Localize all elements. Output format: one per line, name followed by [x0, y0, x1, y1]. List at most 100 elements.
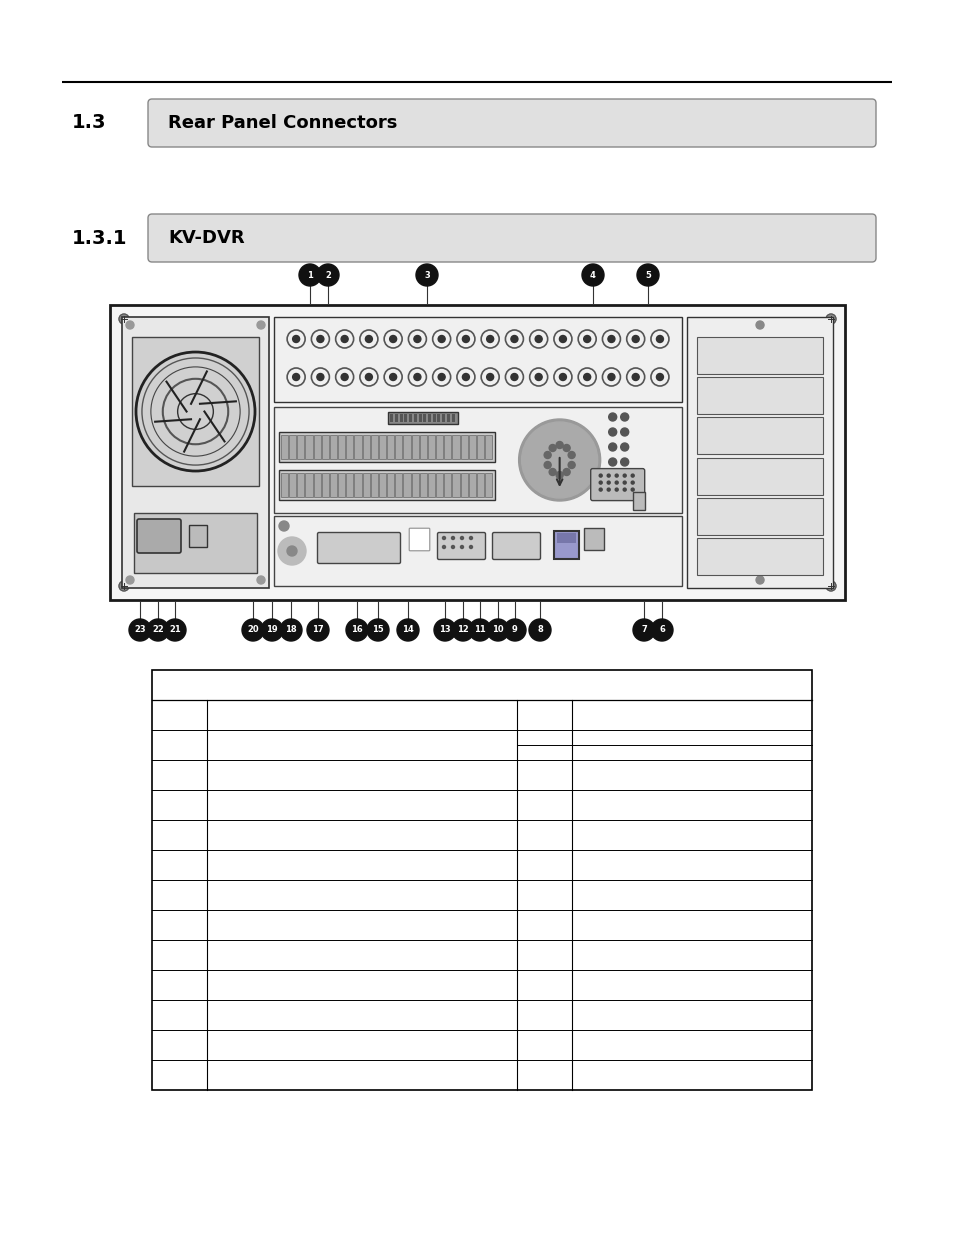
Circle shape — [242, 619, 264, 641]
Circle shape — [256, 321, 265, 329]
Circle shape — [414, 373, 420, 380]
Bar — [371, 473, 377, 496]
Circle shape — [535, 373, 541, 380]
Circle shape — [608, 458, 616, 466]
Bar — [697, 377, 822, 414]
Circle shape — [126, 321, 133, 329]
Circle shape — [119, 580, 129, 592]
Bar — [395, 414, 397, 422]
Circle shape — [126, 576, 133, 584]
Bar — [452, 435, 459, 459]
Bar — [330, 435, 336, 459]
Circle shape — [341, 336, 348, 342]
Bar — [485, 435, 492, 459]
Circle shape — [549, 445, 556, 452]
Bar — [468, 435, 476, 459]
Bar — [428, 414, 431, 422]
Bar — [387, 435, 394, 459]
Text: 20: 20 — [247, 625, 258, 635]
Text: 22: 22 — [152, 625, 164, 635]
Circle shape — [341, 373, 348, 380]
Bar — [321, 435, 329, 459]
Text: 15: 15 — [372, 625, 383, 635]
FancyBboxPatch shape — [437, 532, 485, 559]
Circle shape — [460, 536, 463, 540]
Circle shape — [486, 336, 493, 342]
Circle shape — [486, 619, 509, 641]
Circle shape — [606, 482, 610, 484]
Circle shape — [606, 488, 610, 492]
Bar — [557, 534, 576, 543]
Circle shape — [620, 412, 628, 421]
Text: 1: 1 — [307, 270, 313, 279]
Circle shape — [631, 482, 634, 484]
Bar — [395, 435, 402, 459]
Bar — [274, 317, 681, 403]
Bar — [476, 473, 483, 496]
Circle shape — [622, 474, 625, 477]
Circle shape — [608, 443, 616, 451]
Circle shape — [598, 474, 601, 477]
Bar — [297, 473, 304, 496]
Bar — [152, 671, 811, 1091]
Circle shape — [293, 373, 299, 380]
Circle shape — [825, 580, 835, 592]
Bar — [274, 408, 681, 513]
Circle shape — [558, 373, 566, 380]
Text: 1.3: 1.3 — [71, 114, 107, 132]
Text: 3: 3 — [424, 270, 430, 279]
Bar — [403, 435, 410, 459]
FancyBboxPatch shape — [148, 214, 875, 262]
Circle shape — [469, 619, 491, 641]
Text: 10: 10 — [492, 625, 503, 635]
Circle shape — [535, 336, 541, 342]
Bar — [436, 435, 443, 459]
Text: 23: 23 — [134, 625, 146, 635]
Bar — [390, 414, 393, 422]
Bar — [554, 531, 578, 559]
Bar — [399, 414, 402, 422]
Circle shape — [543, 452, 551, 458]
Text: KV-DVR: KV-DVR — [168, 228, 244, 247]
Circle shape — [437, 373, 445, 380]
Circle shape — [562, 445, 570, 452]
Circle shape — [631, 488, 634, 492]
Circle shape — [287, 546, 296, 556]
Circle shape — [462, 373, 469, 380]
FancyBboxPatch shape — [317, 532, 400, 563]
Text: 1.3.1: 1.3.1 — [71, 228, 128, 247]
Bar — [321, 473, 329, 496]
Circle shape — [414, 336, 420, 342]
Bar — [446, 414, 450, 422]
Circle shape — [543, 462, 551, 468]
Circle shape — [633, 619, 655, 641]
Bar — [314, 473, 320, 496]
Circle shape — [486, 373, 493, 380]
Circle shape — [607, 336, 615, 342]
Circle shape — [298, 264, 320, 287]
Circle shape — [556, 441, 562, 448]
Bar — [485, 473, 492, 496]
Bar — [411, 473, 418, 496]
Circle shape — [620, 458, 628, 466]
Circle shape — [558, 336, 566, 342]
Circle shape — [503, 619, 525, 641]
Circle shape — [568, 452, 575, 458]
Circle shape — [365, 373, 372, 380]
Bar — [314, 435, 320, 459]
Circle shape — [656, 373, 662, 380]
Text: 18: 18 — [285, 625, 296, 635]
Bar — [378, 473, 386, 496]
Bar — [409, 529, 429, 550]
Bar — [110, 305, 844, 600]
Circle shape — [608, 429, 616, 436]
Bar — [414, 414, 416, 422]
Circle shape — [316, 336, 323, 342]
Bar — [378, 435, 386, 459]
Circle shape — [622, 482, 625, 484]
Bar — [451, 414, 454, 422]
Circle shape — [581, 264, 603, 287]
Bar — [132, 337, 258, 487]
Circle shape — [346, 619, 368, 641]
Circle shape — [598, 488, 601, 492]
